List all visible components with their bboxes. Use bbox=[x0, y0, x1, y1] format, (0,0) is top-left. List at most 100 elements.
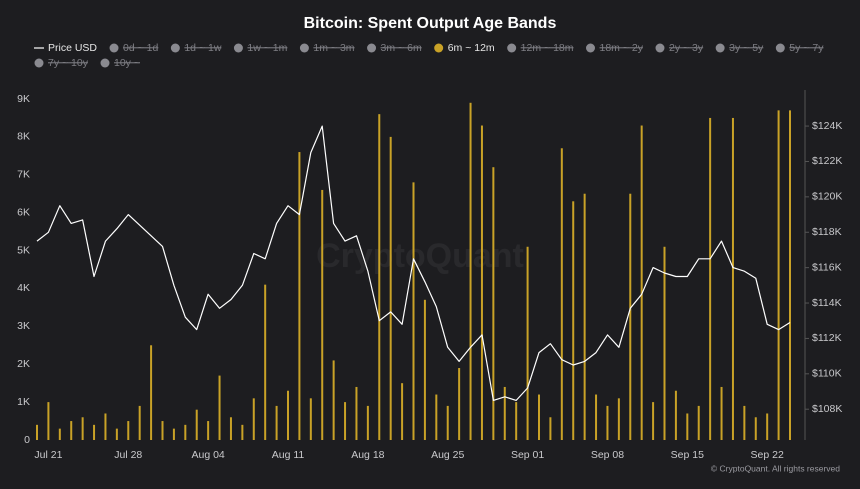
legend-swatch bbox=[100, 58, 110, 68]
legend-label[interactable]: 1d ~ 1w bbox=[184, 42, 221, 54]
bar bbox=[138, 405, 141, 440]
y-tick-label: 5K bbox=[17, 244, 30, 256]
bar bbox=[777, 110, 780, 440]
bar bbox=[344, 402, 347, 440]
bar bbox=[93, 424, 96, 440]
bar bbox=[309, 398, 312, 440]
y-tick-label: 9K bbox=[17, 93, 30, 105]
bar bbox=[81, 417, 84, 440]
footer: © CryptoQuant. All rights reserved bbox=[711, 463, 840, 473]
bar bbox=[401, 383, 404, 440]
legend-label[interactable]: 12m ~ 18m bbox=[521, 42, 574, 54]
legend-swatch bbox=[170, 43, 180, 53]
x-tick-label: Jul 21 bbox=[34, 449, 62, 461]
bar bbox=[446, 405, 449, 440]
bar bbox=[355, 386, 358, 440]
bar bbox=[241, 424, 244, 440]
bar bbox=[366, 405, 369, 440]
y2-tick-label: $114K bbox=[812, 297, 842, 309]
bar bbox=[378, 114, 381, 441]
bar bbox=[754, 417, 757, 440]
bar bbox=[218, 375, 221, 440]
bar bbox=[560, 148, 563, 440]
legend-swatch bbox=[109, 43, 119, 53]
bar bbox=[36, 424, 38, 440]
bar bbox=[652, 402, 655, 440]
legend-label[interactable]: 3y ~ 5y bbox=[729, 42, 764, 54]
bar bbox=[47, 402, 50, 440]
y-tick-label: 1K bbox=[17, 396, 30, 408]
bar bbox=[172, 428, 175, 440]
y-tick-label: 2K bbox=[17, 358, 30, 370]
bar bbox=[595, 394, 598, 440]
bar bbox=[458, 368, 461, 440]
bar bbox=[275, 405, 278, 440]
bar bbox=[435, 394, 438, 440]
legend-swatch bbox=[715, 43, 725, 53]
bar bbox=[423, 299, 426, 440]
y-tick-label: 8K bbox=[17, 131, 30, 143]
bar bbox=[789, 110, 791, 440]
legend-label[interactable]: 10y ~ bbox=[114, 57, 140, 69]
bar bbox=[674, 390, 677, 440]
legend-label[interactable]: 3m ~ 6m bbox=[381, 42, 422, 54]
legend-label[interactable]: 1m ~ 3m bbox=[313, 42, 354, 54]
legend-swatch bbox=[507, 43, 517, 53]
bar bbox=[229, 417, 232, 440]
y2-tick-label: $120K bbox=[812, 191, 842, 203]
bar bbox=[572, 201, 575, 440]
legend-label[interactable]: 0d ~ 1d bbox=[123, 42, 158, 54]
y2-tick-label: $124K bbox=[812, 120, 842, 132]
y-tick-label: 3K bbox=[17, 320, 30, 332]
bar bbox=[480, 125, 483, 441]
legend-swatch bbox=[367, 43, 377, 53]
bar bbox=[617, 398, 620, 440]
x-tick-label: Sep 08 bbox=[591, 449, 624, 461]
watermark: CryptoQuant bbox=[316, 237, 524, 275]
legend-label[interactable]: 7y ~ 10y bbox=[48, 57, 89, 69]
legend-swatch bbox=[233, 43, 243, 53]
x-tick-label: Sep 01 bbox=[511, 449, 544, 461]
bar bbox=[720, 386, 723, 440]
bar bbox=[70, 421, 73, 440]
legend-swatch bbox=[299, 43, 309, 53]
bar bbox=[686, 413, 689, 440]
legend-label[interactable]: 5y ~ 7y bbox=[789, 42, 824, 54]
bar bbox=[264, 284, 267, 440]
x-tick-label: Sep 22 bbox=[751, 449, 784, 461]
y2-tick-label: $112K bbox=[812, 332, 842, 344]
bar bbox=[766, 413, 769, 440]
legend-label[interactable]: 18m ~ 2y bbox=[600, 42, 644, 54]
bar bbox=[492, 167, 495, 440]
bar bbox=[161, 421, 164, 440]
bar bbox=[526, 246, 529, 440]
bar bbox=[150, 345, 153, 440]
x-tick-label: Aug 11 bbox=[272, 449, 305, 461]
bar bbox=[412, 182, 415, 440]
x-tick-label: Sep 15 bbox=[671, 449, 704, 461]
bar bbox=[583, 193, 586, 440]
bar bbox=[629, 193, 632, 440]
bar bbox=[298, 152, 301, 441]
y-tick-label: 6K bbox=[17, 206, 30, 218]
x-tick-label: Aug 04 bbox=[191, 449, 224, 461]
legend-label[interactable]: Price USD bbox=[48, 42, 97, 54]
legend-swatch bbox=[586, 43, 595, 53]
bar bbox=[549, 417, 552, 440]
bar bbox=[332, 360, 335, 440]
x-tick-label: Aug 18 bbox=[351, 449, 384, 461]
bar bbox=[697, 405, 700, 440]
bar bbox=[709, 117, 712, 440]
y2-tick-label: $110K bbox=[812, 368, 842, 380]
legend-swatch bbox=[434, 43, 444, 53]
y2-tick-label: $118K bbox=[812, 226, 842, 238]
y-tick-label: 7K bbox=[17, 169, 30, 181]
x-tick-label: Aug 25 bbox=[431, 449, 464, 461]
legend-label[interactable]: 1w ~ 1m bbox=[247, 42, 287, 54]
legend-label[interactable]: 2y ~ 3y bbox=[669, 42, 704, 54]
bar bbox=[640, 125, 643, 441]
legend-label[interactable]: 6m ~ 12m bbox=[448, 42, 495, 54]
bar bbox=[515, 402, 518, 440]
bar bbox=[287, 390, 289, 440]
